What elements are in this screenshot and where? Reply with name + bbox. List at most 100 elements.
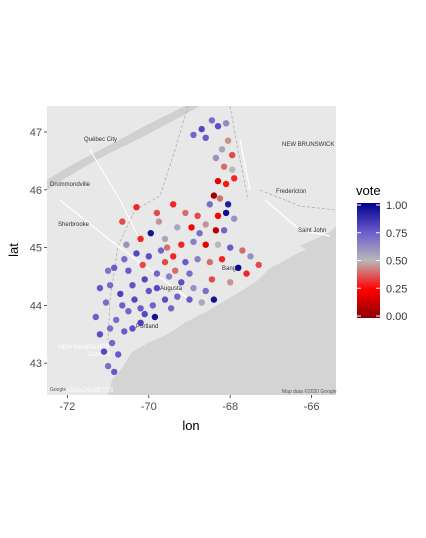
legend-label: 0.00 (386, 311, 407, 323)
map-label-sherbrooke: Sherbrooke (58, 222, 90, 228)
data-point (131, 296, 138, 303)
legend-label: 1.00 (386, 200, 407, 212)
data-point (224, 201, 232, 208)
data-point (153, 209, 161, 217)
data-point (196, 230, 203, 237)
data-point (119, 302, 126, 309)
data-point (202, 134, 209, 141)
y-tick-label: 43 (30, 358, 42, 370)
data-point (220, 227, 228, 234)
data-point (229, 166, 236, 173)
data-point (104, 267, 112, 274)
y-axis: 43 44 45 46 47 (30, 127, 47, 370)
data-point (220, 163, 228, 170)
data-point (202, 241, 209, 248)
data-point (224, 137, 232, 144)
data-point (111, 368, 118, 376)
data-point (165, 273, 173, 280)
basemap: Québec City Drummondville Sherbrooke NEW… (47, 105, 337, 395)
data-point (208, 276, 216, 283)
data-point (210, 296, 218, 303)
data-point (133, 204, 140, 211)
x-tick-label: -70 (141, 401, 157, 413)
legend: vote 1.00 0.75 0.50 0.25 0.00 (356, 183, 407, 323)
data-point (157, 247, 165, 254)
map-label-new-hampshire: NEW HAMPSHIRE (58, 345, 109, 351)
data-point (106, 282, 114, 289)
data-point (123, 241, 130, 248)
data-point (190, 284, 197, 292)
data-point (218, 146, 226, 153)
data-point (129, 325, 136, 332)
data-point (188, 224, 195, 231)
data-point (174, 224, 181, 231)
data-point (125, 308, 132, 315)
y-axis-title: lat (6, 243, 21, 257)
data-point (212, 154, 220, 162)
data-point (137, 319, 144, 326)
data-point (218, 256, 226, 263)
data-point (172, 267, 179, 274)
data-point (212, 227, 220, 234)
data-point (108, 339, 116, 347)
data-point (151, 313, 159, 321)
data-point (155, 218, 163, 225)
y-tick-label: 47 (30, 127, 42, 139)
data-point (121, 256, 128, 263)
data-point (121, 328, 128, 335)
data-point (167, 305, 175, 312)
legend-title: vote (356, 183, 381, 198)
x-axis-title: lon (182, 418, 199, 433)
data-point (139, 261, 146, 269)
data-point (106, 325, 114, 332)
data-points (92, 117, 262, 376)
data-point (149, 302, 156, 309)
data-point (222, 209, 230, 217)
data-point (198, 299, 205, 306)
data-point (208, 117, 216, 124)
data-point (129, 282, 136, 289)
data-point (182, 258, 189, 266)
data-point (227, 244, 234, 251)
y-tick-label: 46 (30, 185, 42, 197)
data-point (198, 125, 205, 133)
data-point (92, 313, 100, 321)
y-tick-label: 45 (30, 243, 42, 255)
data-point (137, 235, 144, 243)
data-point (178, 241, 185, 248)
data-point (141, 310, 148, 318)
data-point (231, 215, 238, 222)
data-point (206, 258, 213, 266)
data-point (178, 279, 185, 286)
data-point (243, 270, 250, 277)
data-point (206, 201, 213, 208)
x-tick-label: -66 (304, 401, 320, 413)
data-point (104, 362, 112, 370)
map-label-saint-john: Saint John (298, 228, 326, 234)
data-point (222, 120, 230, 127)
data-point (170, 201, 177, 208)
data-point (161, 296, 169, 303)
data-point (186, 296, 193, 303)
data-point (216, 195, 224, 202)
data-point (96, 331, 104, 338)
x-tick-label: -72 (59, 401, 75, 413)
data-point (214, 241, 222, 248)
map-label-new-brunswick: NEW BRUNSWICK (282, 142, 334, 148)
data-point (194, 212, 201, 219)
data-point (100, 348, 108, 355)
data-point (153, 284, 161, 292)
data-point (145, 253, 152, 260)
map-label-portland: Portland (136, 324, 158, 330)
data-point (161, 258, 169, 266)
data-point (227, 279, 234, 286)
map-label-concord: Concord (88, 352, 111, 358)
legend-label: 0.50 (386, 256, 407, 268)
data-point (133, 250, 140, 257)
data-point (115, 351, 122, 358)
data-point (222, 180, 230, 188)
map-label-drummondville: Drummondville (50, 182, 91, 188)
y-tick-label: 44 (30, 300, 42, 312)
data-point (186, 270, 193, 277)
